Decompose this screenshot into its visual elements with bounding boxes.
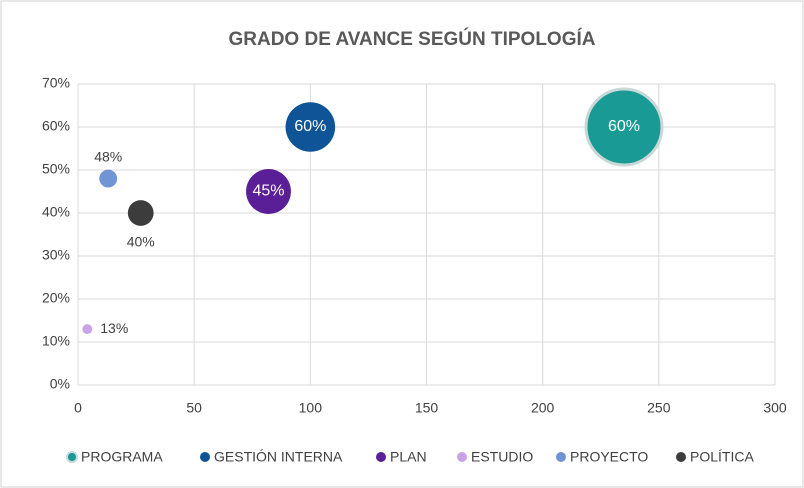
x-tick-label: 50 xyxy=(186,400,202,416)
chart-title: GRADO DE AVANCE SEGÚN TIPOLOGÍA xyxy=(228,28,595,50)
legend-label: POLÍTICA xyxy=(690,449,754,465)
x-tick-label: 300 xyxy=(763,400,787,416)
y-tick-label: 40% xyxy=(42,204,70,220)
y-tick-label: 30% xyxy=(42,247,70,263)
data-label: 48% xyxy=(94,148,122,164)
legend-label: PROGRAMA xyxy=(81,449,163,465)
y-tick-label: 60% xyxy=(42,118,70,134)
legend-marker xyxy=(376,452,386,462)
legend-label: GESTIÓN INTERNA xyxy=(214,449,343,465)
legend-label: ESTUDIO xyxy=(471,449,533,465)
legend-label: PLAN xyxy=(390,449,427,465)
y-tick-label: 20% xyxy=(42,290,70,306)
y-tick-label: 10% xyxy=(42,333,70,349)
data-label: 45% xyxy=(252,183,284,200)
bubble xyxy=(82,324,93,335)
legend-marker xyxy=(556,452,566,462)
y-tick-label: 70% xyxy=(42,75,70,91)
data-label: 60% xyxy=(294,118,326,135)
bubble xyxy=(285,102,336,152)
legend-marker xyxy=(66,451,78,463)
legend-marker xyxy=(676,452,686,462)
legend-marker xyxy=(200,452,210,462)
data-label: 40% xyxy=(127,234,155,250)
data-label: 13% xyxy=(100,320,128,336)
data-label: 60% xyxy=(608,118,640,135)
legend-label: PROYECTO xyxy=(570,449,648,465)
x-tick-label: 0 xyxy=(74,400,82,416)
legend-marker xyxy=(457,452,467,462)
x-tick-label: 150 xyxy=(415,400,439,416)
x-tick-label: 200 xyxy=(531,400,555,416)
bubble xyxy=(246,169,291,214)
y-tick-label: 0% xyxy=(50,376,70,392)
bubble xyxy=(127,200,154,226)
x-tick-label: 250 xyxy=(647,400,671,416)
x-tick-label: 100 xyxy=(299,400,323,416)
bubble xyxy=(584,87,664,167)
bubble xyxy=(99,169,118,188)
y-tick-label: 50% xyxy=(42,161,70,177)
